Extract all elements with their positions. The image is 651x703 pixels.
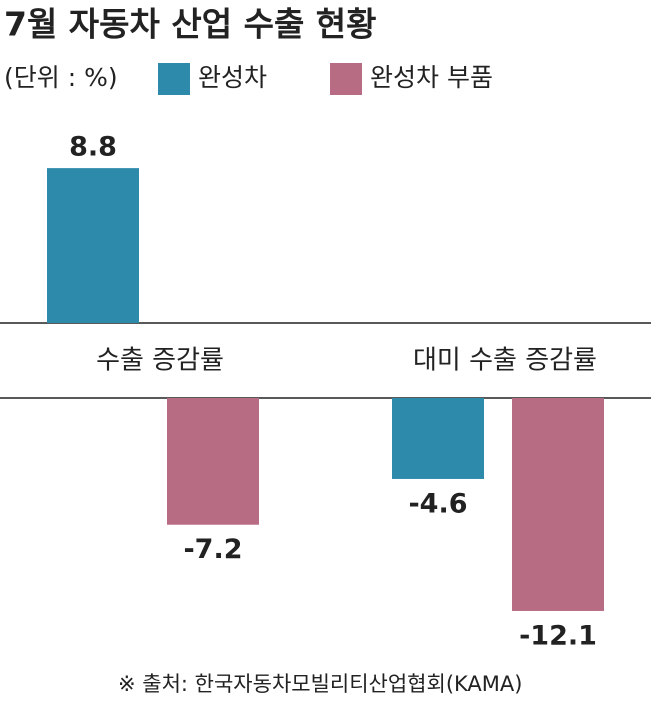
chart-title: 7월 자동차 산업 수출 현황 <box>4 5 377 44</box>
bar <box>512 398 604 611</box>
legend-swatch <box>330 63 362 95</box>
legend-swatch <box>158 63 190 95</box>
category-label: 대미 수출 증감률 <box>413 346 597 376</box>
value-label: -12.1 <box>519 620 597 651</box>
legend-label: 완성차 부품 <box>370 63 493 92</box>
legend-label: 완성차 <box>198 63 267 92</box>
source-note: ※ 출처: 한국자동차모빌리티산업협회(KAMA) <box>118 672 522 696</box>
value-label: 8.8 <box>69 132 117 163</box>
bar <box>167 398 259 525</box>
value-label: -4.6 <box>408 488 467 519</box>
category-label: 수출 증감률 <box>96 346 224 376</box>
bar <box>392 398 484 479</box>
value-label: -7.2 <box>183 534 242 565</box>
bar <box>47 168 139 323</box>
unit-label: (단위 : %) <box>4 63 118 92</box>
